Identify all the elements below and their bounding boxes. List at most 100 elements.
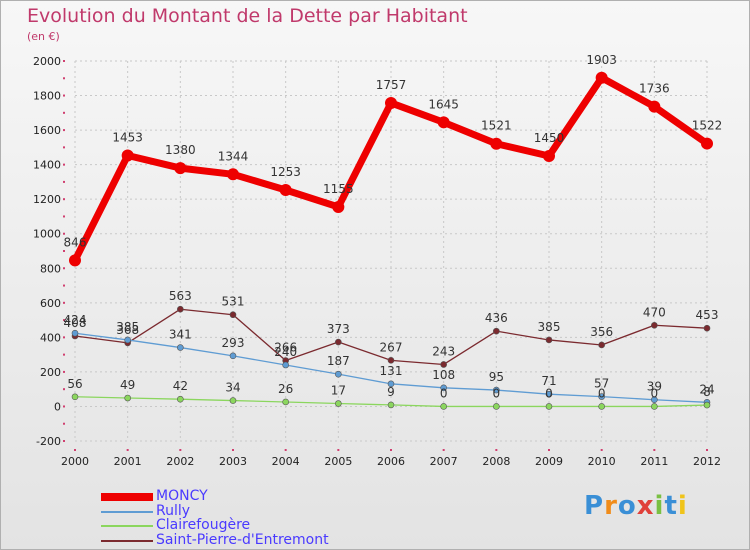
y-tick-label: 600	[40, 297, 61, 310]
data-label: 42	[173, 379, 188, 393]
data-label: 436	[485, 311, 508, 325]
data-label: 49	[120, 378, 135, 392]
data-label: 424	[64, 313, 87, 327]
legend-swatch	[101, 493, 153, 501]
chart-subtitle: (en €)	[27, 30, 60, 43]
x-tick-label: 2006	[377, 455, 405, 468]
data-label: 0	[598, 386, 606, 400]
x-tick-label: 2010	[588, 455, 616, 468]
data-label: 1645	[428, 97, 459, 111]
data-point	[440, 361, 447, 368]
legend-label: Rully	[156, 503, 191, 519]
y-tick-label: 400	[40, 331, 61, 344]
data-point	[648, 100, 661, 113]
data-point	[490, 137, 503, 150]
data-point	[545, 336, 553, 344]
y-tick-label: 800	[40, 262, 61, 275]
data-point	[229, 311, 237, 319]
y-tick-label: 1200	[33, 193, 61, 206]
data-point	[177, 344, 184, 351]
data-point	[703, 324, 711, 332]
data-label: 356	[590, 325, 613, 339]
data-label: 56	[67, 377, 82, 391]
data-point	[385, 96, 397, 109]
x-tick-label: 2012	[693, 455, 721, 468]
data-label: 1344	[218, 149, 249, 163]
data-label: 187	[327, 354, 350, 368]
x-tick-label: 2008	[482, 455, 510, 468]
axes: -200020040060080010001200140016001800200…	[33, 55, 721, 468]
data-point	[335, 338, 342, 346]
data-point	[651, 403, 658, 410]
data-label: 1736	[639, 82, 670, 96]
data-label: 1155	[323, 182, 354, 196]
data-point	[440, 384, 447, 392]
legend-swatch	[101, 540, 153, 542]
data-label: 531	[222, 295, 245, 309]
data-point	[174, 162, 187, 175]
legend-label: Saint-Pierre-d'Entremont	[156, 532, 329, 548]
data-point	[703, 401, 711, 409]
data-label: 1253	[270, 165, 301, 179]
y-tick-label: 1600	[33, 124, 61, 137]
data-point	[387, 380, 395, 388]
data-point	[651, 321, 658, 329]
x-tick-label: 2005	[324, 455, 352, 468]
data-label: 1522	[692, 119, 723, 133]
data-label: 0	[440, 386, 448, 400]
x-tick-label: 2000	[61, 455, 89, 468]
data-label: 240	[274, 345, 297, 359]
data-point	[282, 361, 289, 369]
data-point	[332, 200, 345, 213]
data-point	[71, 393, 79, 401]
chart-title: Evolution du Montant de la Dette par Hab…	[27, 5, 468, 27]
data-label: 385	[538, 320, 561, 334]
data-point	[651, 396, 658, 404]
data-label: 71	[541, 374, 556, 388]
data-label: 453	[696, 308, 719, 322]
x-tick-label: 2009	[535, 455, 563, 468]
y-tick-label: 2000	[33, 55, 61, 68]
data-point	[69, 254, 81, 267]
data-label: 1521	[481, 119, 512, 133]
data-point	[227, 168, 239, 181]
data-label: 293	[222, 336, 245, 350]
data-label: 563	[169, 289, 192, 303]
data-point	[545, 403, 553, 410]
data-label: 267	[380, 340, 403, 354]
data-label: 39	[647, 380, 662, 394]
data-point	[545, 390, 553, 398]
data-label: 408	[64, 316, 87, 330]
data-label: 9	[387, 385, 395, 399]
x-tick-label: 2007	[430, 455, 458, 468]
x-tick-label: 2001	[114, 455, 142, 468]
data-point	[229, 397, 237, 404]
data-point	[598, 393, 605, 400]
data-label: 373	[327, 322, 350, 336]
data-label: 0	[545, 386, 553, 400]
data-point	[440, 403, 447, 410]
data-label: 1380	[165, 143, 196, 157]
data-label: 17	[331, 384, 346, 398]
data-point	[598, 341, 605, 349]
legend-swatch	[101, 511, 153, 513]
data-label: 26	[278, 382, 293, 396]
data-point	[493, 403, 500, 410]
y-tick-label: 0	[54, 400, 61, 413]
data-label: 0	[493, 386, 501, 400]
data-point	[121, 149, 134, 162]
data-label: 108	[432, 368, 455, 382]
data-point	[701, 137, 713, 150]
y-tick-label: 1400	[33, 159, 61, 172]
data-label: 1450	[534, 131, 565, 145]
data-point	[493, 386, 500, 394]
data-point	[177, 305, 184, 313]
data-label: 8	[703, 385, 711, 399]
y-tick-label: 1000	[33, 228, 61, 241]
data-label: 34	[225, 381, 240, 395]
data-point	[595, 71, 608, 84]
data-point	[124, 394, 131, 402]
